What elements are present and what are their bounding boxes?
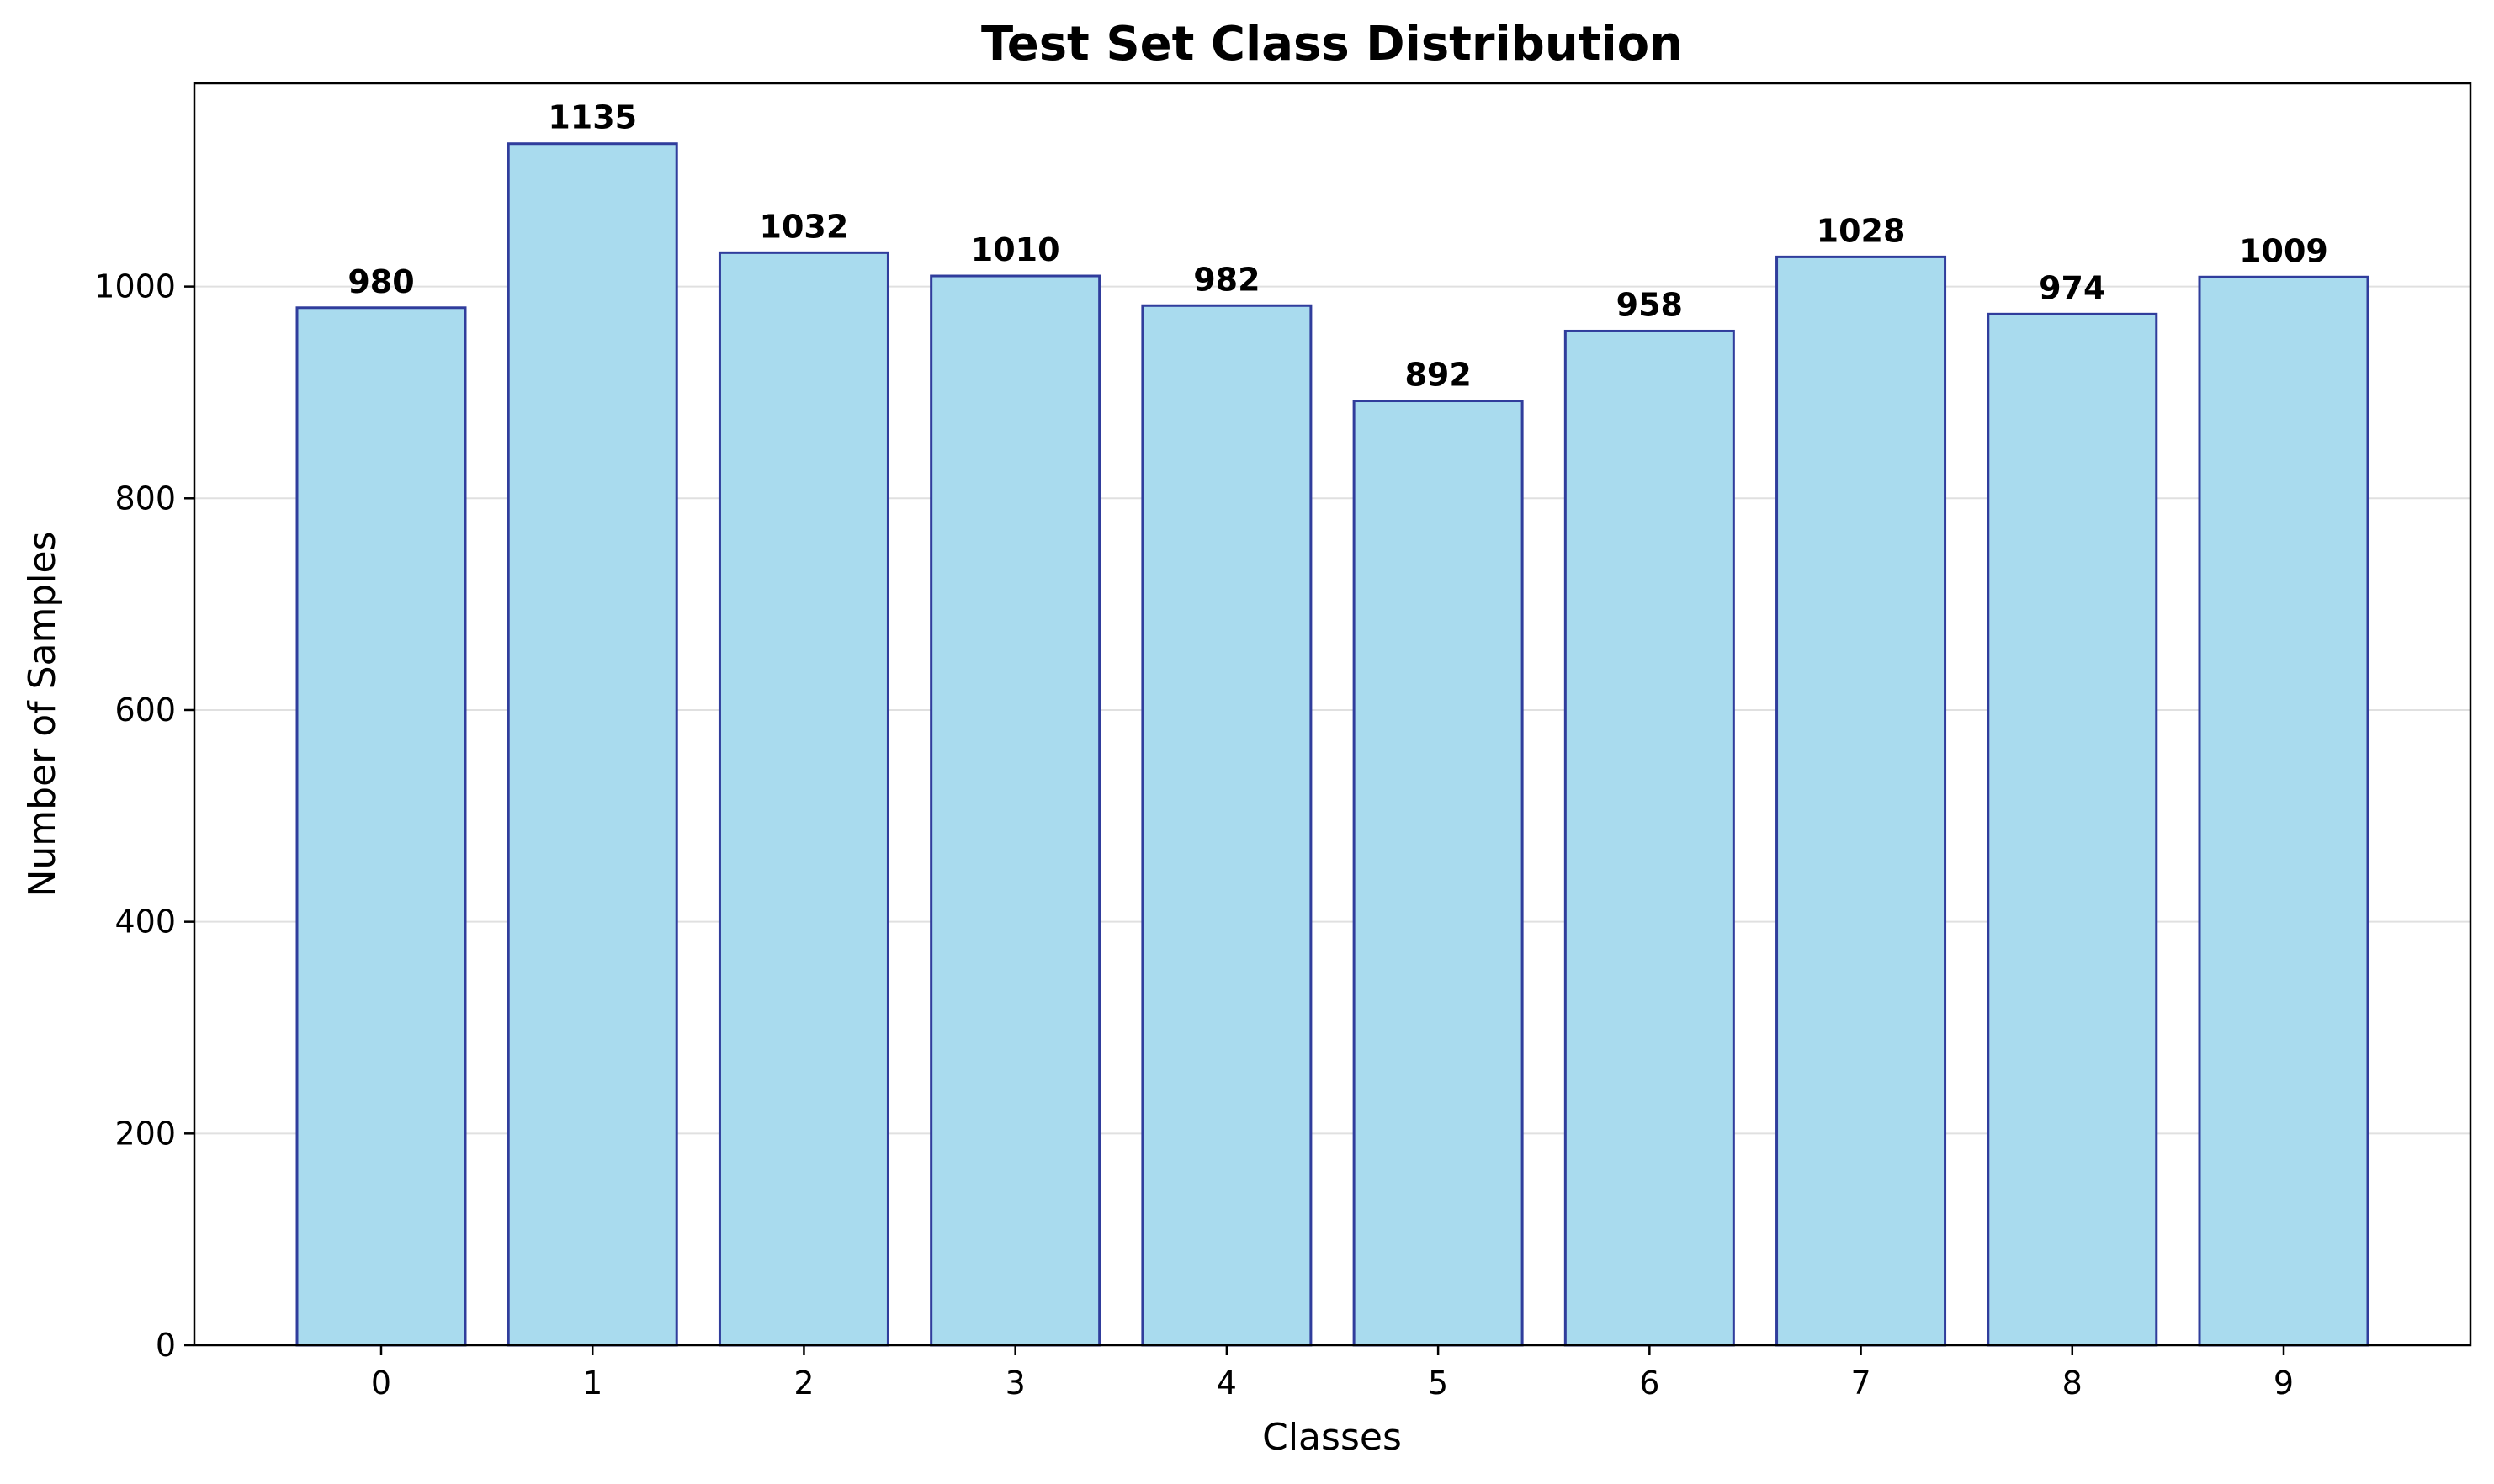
data-label-class-8: 974 [2039,269,2105,306]
x-tick-label-1: 1 [582,1365,602,1402]
bar-class-7 [1775,255,1947,1347]
data-label-class-2: 1032 [760,208,849,245]
bar-class-5 [1352,400,1524,1347]
y-axis-label: Number of Samples [21,531,64,897]
x-tick-label-2: 2 [793,1365,814,1402]
y-tick-label-400: 400 [114,904,176,941]
data-label-class-6: 958 [1616,286,1683,323]
data-label-class-0: 980 [348,263,414,300]
bar-class-2 [718,251,889,1347]
y-tick-label-0: 0 [156,1327,176,1364]
y-tick-label-600: 600 [114,692,176,729]
bar-class-4 [1141,304,1313,1347]
x-tick-label-6: 6 [1639,1365,1659,1402]
y-tick-label-1000: 1000 [94,268,176,305]
x-axis-ticks: 0 1 2 3 4 5 6 7 8 9 [371,1345,2294,1402]
plot-frame [193,82,2472,1347]
bar-class-3 [930,274,1101,1347]
x-tick-label-3: 3 [1006,1365,1026,1402]
data-label-class-4: 982 [1193,261,1260,298]
y-axis-ticks: 0 200 400 600 800 1000 [94,268,194,1364]
x-tick-label-4: 4 [1217,1365,1237,1402]
bar-class-0 [295,306,467,1347]
bars-layer [295,142,2369,1347]
bar-class-1 [507,142,678,1347]
y-tick-label-200: 200 [114,1115,176,1152]
chart-title: Test Set Class Distribution [981,17,1683,72]
data-label-class-1: 1135 [548,99,637,136]
data-label-class-7: 1028 [1817,212,1906,249]
data-label-class-3: 1010 [971,231,1060,268]
data-label-class-5: 892 [1404,357,1471,394]
x-tick-label-0: 0 [371,1365,391,1402]
x-tick-label-7: 7 [1850,1365,1870,1402]
bar-class-6 [1563,329,1735,1347]
bar-class-9 [2198,275,2369,1347]
data-label-class-9: 1009 [2239,232,2328,269]
x-tick-label-9: 9 [2274,1365,2294,1402]
bar-class-8 [1987,312,2158,1347]
data-labels: 980 1135 1032 1010 982 892 958 1028 974 1009 [348,99,2328,394]
x-tick-label-5: 5 [1428,1365,1448,1402]
x-tick-label-8: 8 [2062,1365,2083,1402]
y-tick-label-800: 800 [114,480,176,517]
x-axis-label: Classes [1262,1416,1402,1459]
